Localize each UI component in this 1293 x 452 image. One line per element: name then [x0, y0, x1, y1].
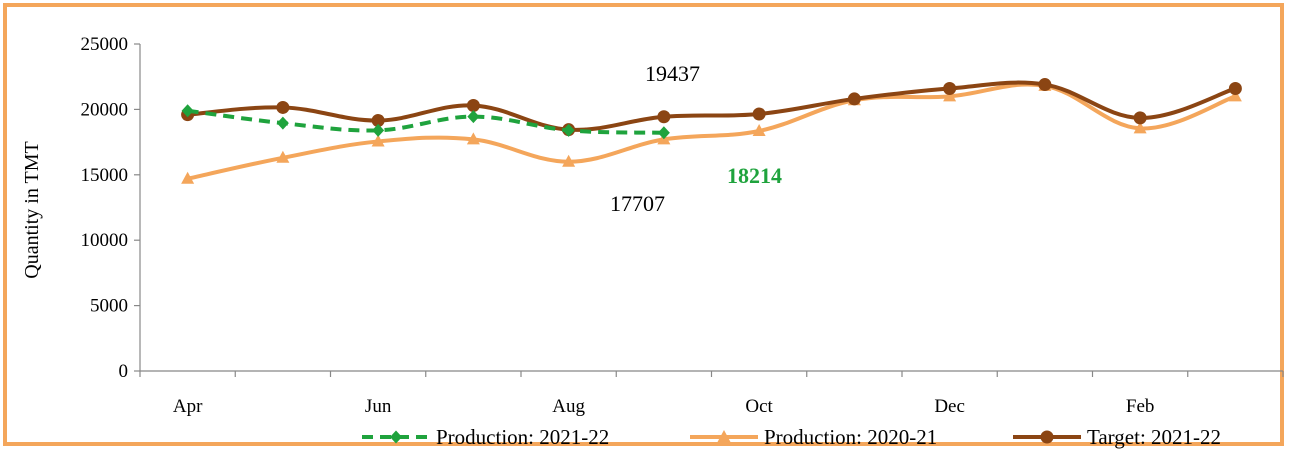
data-point-production-2021-22 — [181, 104, 194, 118]
x-tick-label: Jun — [365, 396, 392, 417]
annotation-production-2021-22-sep: 18214 — [727, 163, 782, 188]
legend-swatch-marker — [717, 430, 731, 442]
legend-label: Production: 2021-22 — [436, 425, 609, 449]
data-point-target-2021-22 — [1133, 111, 1147, 125]
y-tick-label: 15000 — [81, 165, 129, 186]
legend: Production: 2021-22 Production: 2020-21 Ta… — [362, 425, 1221, 449]
x-tick-label: Feb — [1126, 396, 1155, 417]
x-tick-label: Apr — [173, 396, 203, 417]
data-point-target-2021-22 — [752, 107, 766, 121]
data-point-production-2021-22 — [657, 126, 670, 140]
data-point-target-2021-22 — [943, 81, 957, 95]
data-point-target-2021-22 — [371, 114, 385, 128]
axes: 0 5000 10000 15000 20000 25000 Apr Jun Aug Oct Dec… — [81, 34, 1284, 417]
data-point-production-2020-21 — [1228, 89, 1242, 102]
x-tick-label: Aug — [552, 396, 585, 417]
y-axis-title: Quantity in TMT — [21, 141, 43, 278]
legend-swatch-marker — [390, 430, 402, 444]
y-tick-label: 0 — [119, 361, 129, 382]
data-point-production-2021-22 — [276, 116, 289, 130]
legend-item-production-2021-22: Production: 2021-22 — [362, 425, 609, 449]
series-production-2021-22 — [181, 104, 670, 140]
legend-label: Production: 2020-21 — [764, 425, 937, 449]
data-point-target-2021-22 — [847, 92, 861, 106]
series-line-production-2021-22 — [187, 108, 664, 135]
data-point-target-2021-22 — [276, 100, 290, 114]
x-tick-label: Oct — [745, 396, 773, 417]
y-tick-label: 25000 — [81, 34, 129, 55]
legend-label: Target: 2021-22 — [1087, 425, 1221, 449]
legend-swatch-marker — [1040, 430, 1054, 444]
data-point-production-2020-21 — [371, 134, 385, 147]
series-target-2021-22 — [181, 78, 1242, 137]
data-point-production-2020-21 — [181, 171, 195, 184]
y-tick-label: 10000 — [81, 230, 129, 251]
chart-frame — [3, 3, 1284, 446]
annotation-layer: 19437 17707 18214 — [610, 61, 782, 216]
legend-item-production-2020-21: Production: 2020-21 — [690, 425, 937, 449]
y-tick-label: 20000 — [81, 99, 129, 120]
annotation-production-2020-21-sep: 17707 — [610, 191, 665, 216]
data-point-production-2021-22 — [562, 123, 575, 137]
data-point-target-2021-22 — [1038, 78, 1052, 92]
series-line-production-2020-21 — [185, 82, 1238, 181]
data-point-production-2021-22 — [467, 110, 480, 124]
data-point-production-2020-21 — [466, 132, 480, 145]
annotation-target-sep: 19437 — [645, 61, 700, 86]
data-point-production-2021-22 — [372, 123, 385, 137]
x-tick-label: Dec — [934, 396, 965, 417]
legend-item-target-2021-22: Target: 2021-22 — [1013, 425, 1221, 449]
data-point-target-2021-22 — [657, 110, 671, 124]
data-point-production-2020-21 — [943, 89, 957, 102]
data-point-production-2020-21 — [276, 150, 290, 163]
series-line-target-2021-22 — [185, 80, 1238, 132]
data-point-production-2020-21 — [562, 154, 576, 167]
y-tick-label: 5000 — [90, 296, 128, 317]
data-point-production-2020-21 — [1133, 121, 1147, 134]
series-layer — [181, 78, 1242, 184]
data-point-target-2021-22 — [1228, 81, 1242, 95]
data-point-production-2020-21 — [752, 123, 766, 136]
data-point-target-2021-22 — [466, 98, 480, 112]
